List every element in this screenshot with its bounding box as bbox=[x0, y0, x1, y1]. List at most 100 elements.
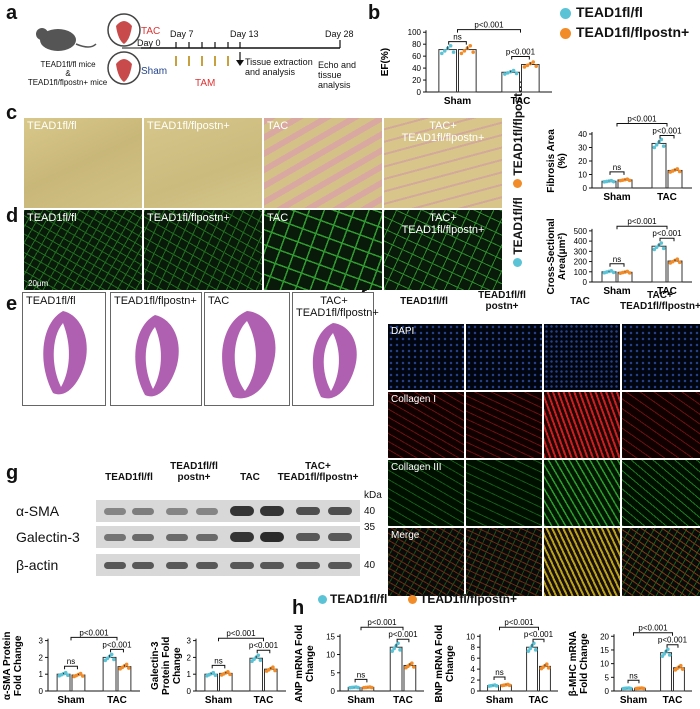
day0-label: Day 0 bbox=[137, 38, 161, 48]
significance-bracket bbox=[666, 644, 679, 648]
wga-tile-3: TAC bbox=[264, 210, 382, 290]
x-tick-label: Sham bbox=[603, 286, 630, 297]
if-col3-4 bbox=[622, 460, 700, 526]
y-tick-label: 40 bbox=[578, 130, 587, 139]
protein-label: β-actin bbox=[16, 557, 59, 573]
if-dapi-1: DAPI bbox=[388, 324, 464, 390]
data-point bbox=[628, 686, 633, 691]
data-point bbox=[514, 71, 519, 76]
legend-label-ctrl: TEAD1fl/fl bbox=[576, 4, 643, 20]
legend-label-ko: TEAD1fl/flpostn+ bbox=[576, 24, 690, 40]
data-point bbox=[675, 167, 680, 171]
y-axis-label: Protein Fold bbox=[161, 637, 172, 695]
data-point bbox=[534, 64, 538, 68]
asma-chart: α-SMA Protein Fold Change 0 1 2 3 Sham TAC ns p<0… bbox=[2, 628, 140, 706]
day7-label: Day 7 bbox=[170, 29, 194, 39]
significance-label: ns bbox=[495, 668, 503, 677]
data-point bbox=[370, 685, 374, 690]
wga-tile-1: TEAD1fl/fl 20μm bbox=[24, 210, 142, 290]
data-point bbox=[271, 665, 275, 669]
data-point bbox=[528, 646, 533, 651]
data-point bbox=[678, 663, 683, 668]
panel-letter-a: a bbox=[6, 2, 18, 24]
fibrosis-chart: Fibrosis Area (%) 0 10 20 30 40 Sham TAC ns p<0.00… bbox=[546, 114, 692, 203]
if-dapi-2 bbox=[466, 324, 542, 390]
blot-row-bactin bbox=[96, 554, 360, 576]
if-dapi-3 bbox=[544, 324, 620, 390]
data-point bbox=[392, 646, 396, 651]
tile-label: TEAD1fl/flpostn+ bbox=[114, 295, 197, 307]
data-point bbox=[471, 50, 475, 54]
y-tick-label: 10 bbox=[326, 651, 335, 660]
x-tick-label: TAC bbox=[657, 286, 677, 297]
y-tick-label: 0 bbox=[331, 687, 336, 696]
y-tick-label: 20 bbox=[600, 632, 609, 641]
data-point bbox=[654, 142, 659, 147]
mice-amp: & bbox=[65, 69, 71, 78]
y-axis-label: β-MHC mRNA bbox=[568, 631, 579, 697]
data-point bbox=[390, 649, 394, 653]
data-point bbox=[66, 673, 70, 678]
data-point bbox=[611, 270, 616, 275]
data-point bbox=[256, 653, 261, 658]
data-point bbox=[63, 670, 68, 675]
y-tick-label: 2 bbox=[471, 676, 476, 685]
significance-bracket bbox=[396, 638, 410, 643]
y-axis-label: EF(%) bbox=[380, 48, 391, 76]
tam-label: TAM bbox=[195, 78, 216, 89]
data-point bbox=[627, 178, 632, 183]
significance-bracket bbox=[659, 134, 675, 139]
y-tick-label: 400 bbox=[574, 237, 588, 246]
data-point bbox=[677, 260, 682, 265]
if-col1-3 bbox=[544, 392, 620, 458]
significance-bracket bbox=[64, 665, 78, 670]
sirius-tile-4: TAC+ TEAD1fl/flpostn+ bbox=[384, 118, 502, 208]
panel-letter-c: c bbox=[6, 102, 18, 124]
legend-marker-ko bbox=[408, 595, 417, 604]
tac-label: TAC bbox=[141, 26, 161, 37]
data-point bbox=[652, 247, 657, 252]
blot-row-asma bbox=[96, 500, 360, 522]
tile-label: TAC bbox=[267, 212, 289, 224]
if-merge-1: Merge bbox=[388, 528, 464, 596]
tile-label: TAC+ TEAD1fl/flpostn+ bbox=[401, 212, 485, 236]
data-point bbox=[666, 647, 670, 652]
y-axis-label: Change bbox=[445, 645, 456, 682]
data-point bbox=[258, 658, 263, 663]
protein-label: α-SMA bbox=[16, 503, 60, 519]
galectin3-chart: Galectin-3 Protein Fold Change 0 1 2 3 Sham TAC n… bbox=[150, 629, 286, 706]
y-tick-label: 0 bbox=[605, 687, 610, 696]
bnp-chart: BNP mRNA Fold Change 0 2 4 6 8 10 Sham TAC ns p<0.0… bbox=[434, 618, 558, 706]
col-header: TEAD1fl/fl bbox=[105, 472, 153, 483]
tile-label: TAC bbox=[267, 120, 289, 132]
significance-label: p<0.001 bbox=[627, 114, 657, 123]
data-point bbox=[211, 670, 216, 675]
data-point bbox=[112, 657, 116, 662]
significance-bracket bbox=[609, 263, 625, 267]
y-tick-label: 6 bbox=[471, 654, 476, 663]
data-point bbox=[356, 685, 360, 690]
mice-label-2: TEAD1fl/flpostn+ mice bbox=[27, 78, 108, 87]
significance-bracket bbox=[218, 637, 264, 642]
significance-label: ns bbox=[613, 163, 621, 172]
y-tick-label: 20 bbox=[578, 157, 587, 166]
bar bbox=[651, 142, 667, 189]
he-tile-2: TEAD1fl/flpostn+ bbox=[110, 292, 202, 406]
panel-letter-b: b bbox=[368, 2, 381, 24]
legend-marker-ctrl bbox=[318, 595, 327, 604]
y-tick-label: 60 bbox=[412, 52, 421, 61]
significance-bracket bbox=[256, 649, 271, 654]
significance-label: ns bbox=[613, 255, 621, 264]
panel-letter-g: g bbox=[6, 462, 19, 484]
x-tick-label: TAC bbox=[393, 695, 413, 706]
data-point bbox=[273, 668, 277, 673]
if-merge-4 bbox=[622, 528, 700, 596]
y-tick-label: 1 bbox=[187, 670, 192, 679]
row-label: DAPI bbox=[391, 326, 415, 337]
data-point bbox=[124, 662, 129, 667]
x-tick-label: TAC bbox=[511, 96, 531, 107]
y-tick-label: 100 bbox=[574, 268, 588, 277]
significance-label: p<0.001 bbox=[504, 618, 534, 627]
data-point bbox=[533, 648, 538, 652]
y-axis-label: Fold Change bbox=[579, 633, 590, 694]
